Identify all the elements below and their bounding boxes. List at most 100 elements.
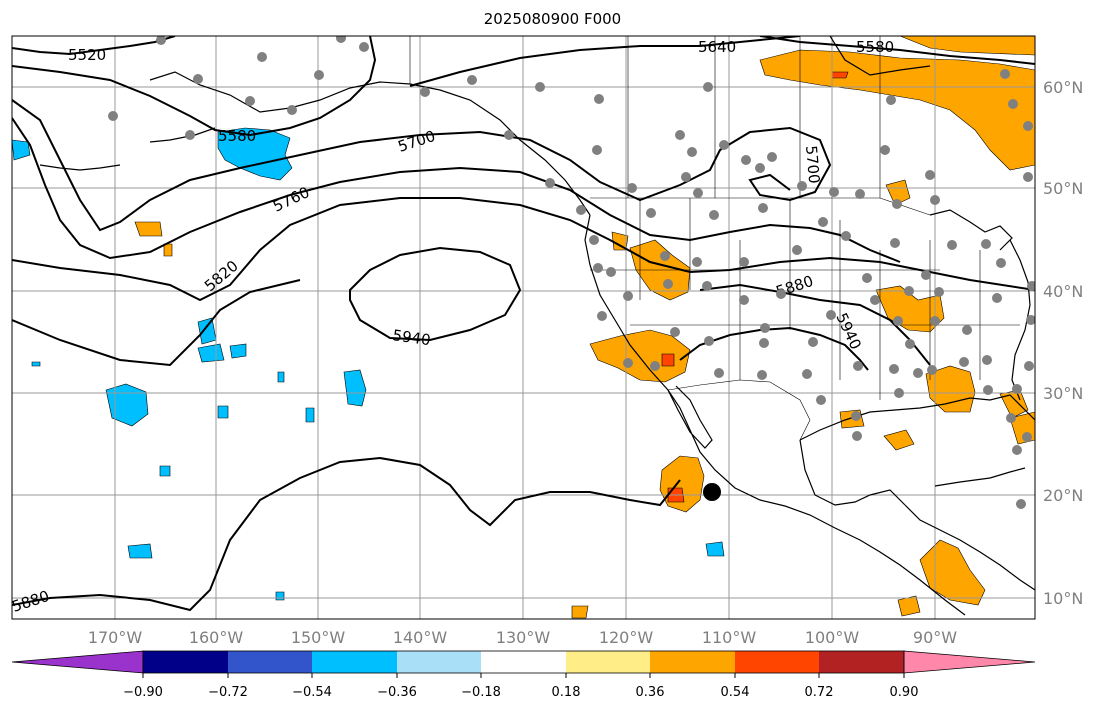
lon-label: 110°W <box>702 628 757 647</box>
map-frame <box>11 35 1036 620</box>
baja <box>667 385 713 449</box>
colorbar-ticks <box>142 673 905 678</box>
contour-5880-south <box>12 456 681 612</box>
fill-canada-top <box>899 36 1035 56</box>
contour-5700 <box>12 99 832 232</box>
map-title: 2025080900 F000 <box>483 10 622 28</box>
fill-pos-mid-1 <box>831 71 849 79</box>
colorbar-segment <box>481 651 566 673</box>
colorbar-tick-label: 0.90 <box>890 685 919 700</box>
lat-label: 30°N <box>1043 384 1083 403</box>
center-marker <box>703 483 721 501</box>
contour-label-5520: 5520 <box>68 46 106 64</box>
central-america <box>904 504 1035 591</box>
lat-label: 50°N <box>1043 179 1083 198</box>
cuba <box>934 467 1026 487</box>
contour-5760 <box>12 117 901 263</box>
fill-bottom-orange <box>571 605 589 619</box>
colorbar-tick-label: −0.90 <box>123 685 163 700</box>
colorbar-segment <box>735 651 819 673</box>
colorbar-segment <box>397 651 481 673</box>
colorbar-extend-high <box>903 650 1036 674</box>
lat-label: 60°N <box>1043 78 1083 97</box>
colorbar-tick-label: 0.72 <box>805 685 834 700</box>
contour-label-5940-high: 5940 <box>391 326 431 349</box>
contour-5520 <box>12 36 176 56</box>
aleutians <box>39 164 121 171</box>
lat-label: 20°N <box>1043 486 1083 505</box>
contour-5820 <box>12 197 1035 302</box>
graticule <box>12 36 1035 619</box>
fill-canada-north <box>759 49 1035 171</box>
hudson <box>829 36 931 76</box>
mexico-east <box>799 439 906 506</box>
fill-pacific-blue-3 <box>229 343 247 359</box>
lon-label: 160°W <box>189 628 244 647</box>
anomaly-fills <box>12 36 1035 619</box>
colorbar-segment <box>566 651 650 673</box>
fill-pacific-blue-2 <box>197 343 225 363</box>
fill-pacific-blue-4 <box>105 383 149 427</box>
colorbar-tick-label: 0.36 <box>636 685 665 700</box>
contour-5580-west <box>12 36 377 137</box>
colorbar-segment <box>228 651 312 673</box>
lat-label: 40°N <box>1043 282 1083 301</box>
fill-pacific-blue-5 <box>343 369 367 407</box>
fill-pacific-blue-12 <box>275 591 285 601</box>
province-lines <box>627 36 881 198</box>
fill-pacific-blue-11 <box>159 465 171 477</box>
us-mexico-border <box>667 379 811 441</box>
lon-label: 170°W <box>88 628 143 647</box>
contour-5640 <box>409 36 801 87</box>
fill-carib-orange <box>897 595 921 617</box>
fill-west-blue <box>12 139 31 161</box>
colorbar-tick-label: 0.54 <box>721 685 750 700</box>
gulf-coast <box>799 394 1035 441</box>
fill-gulf-orange <box>925 365 976 413</box>
station-markers <box>108 36 1035 509</box>
colorbar-extend-low <box>11 650 144 674</box>
colorbar-segment <box>650 651 735 673</box>
fill-pacific-blue-10 <box>277 371 285 383</box>
great-lakes <box>929 209 1013 251</box>
lon-label: 140°W <box>393 628 448 647</box>
colorbar-segment <box>143 651 228 673</box>
fill-pacific-blue-9 <box>705 541 725 557</box>
borders <box>409 36 1020 441</box>
alaska-coast <box>149 71 591 216</box>
colorbar-tick-label: −0.36 <box>377 685 417 700</box>
fill-pacific-blue-13 <box>31 361 41 367</box>
map-area: 5520 5580 5640 5580 5700 5760 5820 5940 … <box>12 36 1035 619</box>
fill-pacific-blue-6 <box>217 405 229 419</box>
contour-label-5700-east: 5700 <box>802 145 823 185</box>
fill-alaska-blue <box>217 127 293 181</box>
lon-label: 130°W <box>496 628 551 647</box>
fill-pacific-blue-8 <box>127 543 153 559</box>
fill-texas-orange <box>883 429 915 451</box>
fill-central-america-orange <box>919 539 986 606</box>
contour-label-5640: 5640 <box>698 38 736 56</box>
fill-socal-red <box>661 353 675 367</box>
state-lines <box>590 198 1020 400</box>
fill-ontario-orange <box>885 179 911 206</box>
lon-label: 90°W <box>913 628 957 647</box>
west-coast <box>584 214 966 616</box>
latitude-axis: 60°N 50°N 40°N 30°N 20°N 10°N <box>1043 78 1083 608</box>
colorbar-tick-label: −0.54 <box>292 685 332 700</box>
fill-pacific-blue-7 <box>305 407 315 423</box>
contour-5940-high <box>349 246 522 342</box>
lon-label: 100°W <box>805 628 860 647</box>
fill-pacific-orange-2 <box>163 243 173 257</box>
longitude-axis: 170°W 160°W 150°W 140°W 130°W 120°W 110°… <box>88 628 957 647</box>
contour-label-5580-west: 5580 <box>218 127 256 145</box>
lon-label: 120°W <box>599 628 654 647</box>
contour-5880-us <box>12 279 931 367</box>
lon-label: 150°W <box>291 628 346 647</box>
colorbar-tick-label: −0.72 <box>208 685 248 700</box>
colorbar-segment <box>312 651 397 673</box>
fill-pacific-orange-1 <box>134 221 163 237</box>
colorbar-segment <box>819 651 904 673</box>
contour-label-5580-east: 5580 <box>856 38 894 56</box>
contour-5580-east <box>759 36 1035 65</box>
